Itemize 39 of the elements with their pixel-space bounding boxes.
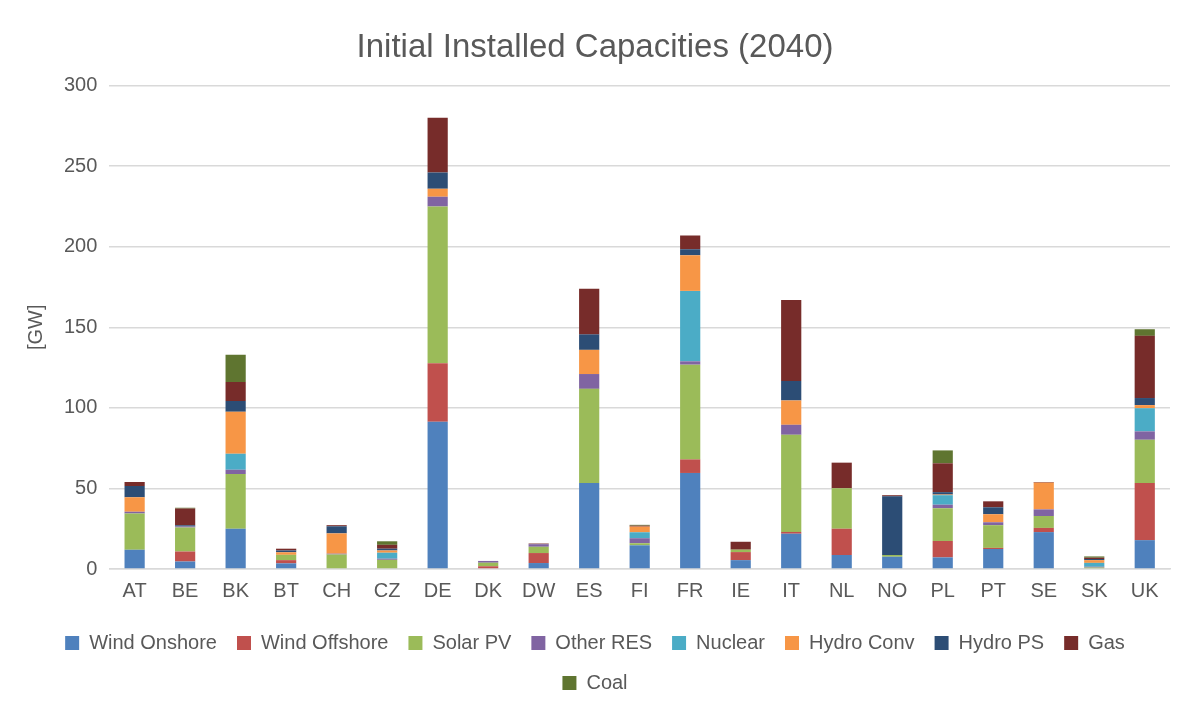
y-tick-label: 200 bbox=[63, 234, 98, 257]
x-tick-label: SK bbox=[1080, 578, 1109, 601]
legend-label: Hydro Conv bbox=[808, 630, 915, 653]
x-tick-label: SE bbox=[1030, 578, 1058, 601]
legend-label: Wind Offshore bbox=[260, 630, 389, 653]
legend-label: Hydro PS bbox=[958, 630, 1045, 653]
x-tick-label: ES bbox=[575, 578, 603, 601]
legend-label: Solar PV bbox=[432, 630, 513, 653]
x-tick-label: AT bbox=[122, 578, 147, 601]
x-tick-label: PL bbox=[930, 578, 955, 601]
legend-label: Coal bbox=[586, 670, 628, 693]
x-tick-label: CZ bbox=[373, 578, 401, 601]
legend-label: Other RES bbox=[555, 630, 653, 653]
y-tick-label: 0 bbox=[86, 556, 98, 579]
x-tick-label: IE bbox=[731, 578, 751, 601]
x-tick-label: DK bbox=[474, 578, 503, 601]
y-tick-label: 250 bbox=[63, 153, 98, 176]
x-tick-label: DW bbox=[522, 578, 556, 601]
chart-title: Initial Installed Capacities (2040) bbox=[356, 26, 834, 64]
x-tick-label: IT bbox=[782, 578, 801, 601]
x-tick-label: BK bbox=[222, 578, 250, 601]
y-tick-label: 300 bbox=[63, 73, 98, 96]
x-tick-label: UK bbox=[1130, 578, 1160, 601]
y-axis-title: [GW] bbox=[23, 304, 46, 351]
y-tick-label: 50 bbox=[75, 475, 98, 498]
x-tick-label: BT bbox=[273, 578, 299, 601]
y-tick-label: 100 bbox=[63, 395, 98, 418]
y-tick-label: 150 bbox=[63, 314, 98, 337]
x-tick-label: CH bbox=[322, 578, 352, 601]
legend-label: Wind Onshore bbox=[89, 630, 217, 653]
legend-label: Nuclear bbox=[696, 630, 766, 653]
x-tick-label: FR bbox=[676, 578, 704, 601]
x-tick-label: BE bbox=[171, 578, 199, 601]
x-tick-label: PT bbox=[980, 578, 1007, 601]
x-tick-label: DE bbox=[423, 578, 452, 601]
legend-label: Gas bbox=[1088, 630, 1125, 653]
x-tick-label: FI bbox=[630, 578, 649, 601]
x-tick-label: NO bbox=[877, 578, 908, 601]
x-tick-label: NL bbox=[828, 578, 855, 601]
